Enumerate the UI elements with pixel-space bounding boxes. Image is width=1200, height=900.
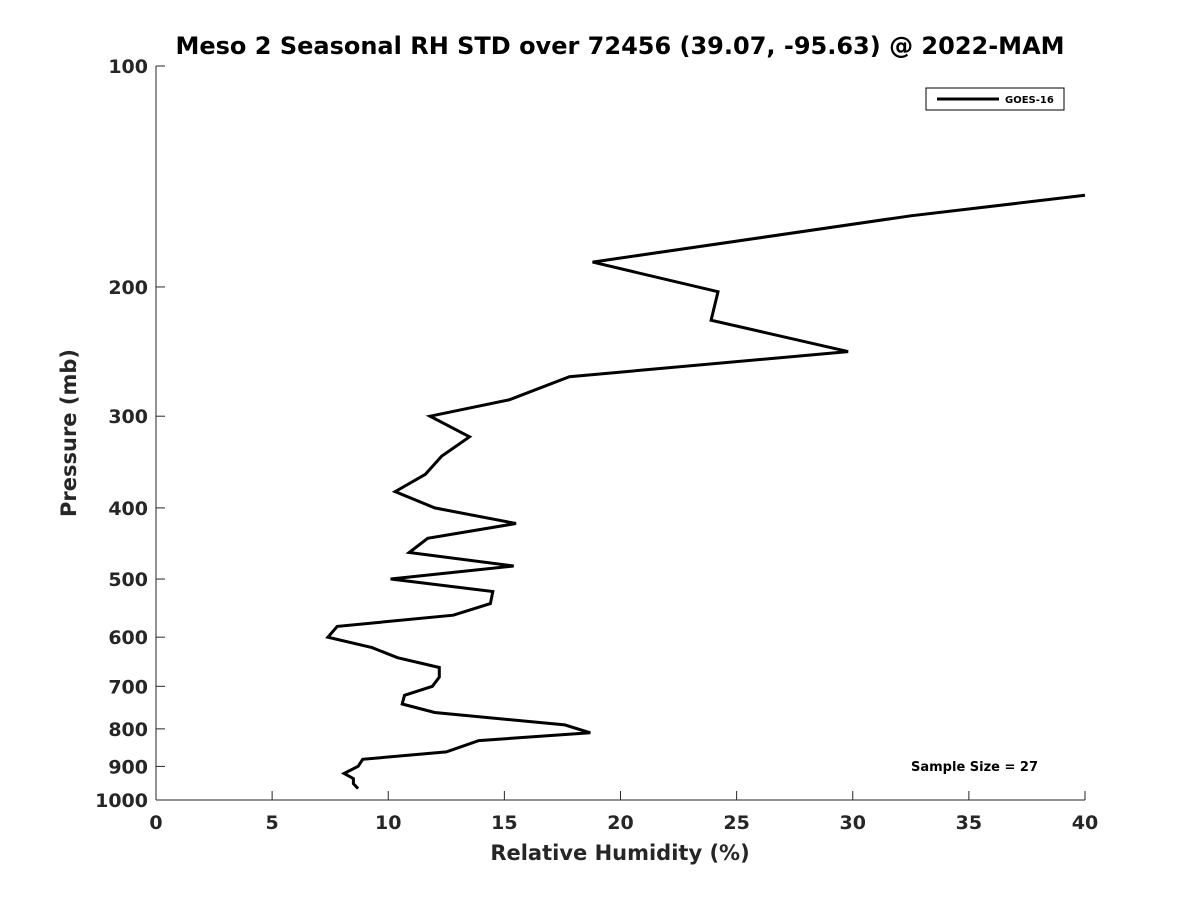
y-tick-label: 300 xyxy=(108,406,148,428)
x-tick-label: 10 xyxy=(375,812,401,834)
y-tick-label: 800 xyxy=(108,719,148,741)
x-tick-label: 15 xyxy=(491,812,517,834)
y-tick-label: 400 xyxy=(108,498,148,520)
x-tick-label: 35 xyxy=(956,812,982,834)
y-tick-label: 600 xyxy=(108,627,148,649)
x-axis-label: Relative Humidity (%) xyxy=(490,841,749,865)
series-group xyxy=(325,193,1086,790)
y-tick-label: 700 xyxy=(108,676,148,698)
y-tick-label: 500 xyxy=(108,569,148,591)
x-tick-label: 30 xyxy=(840,812,866,834)
y-tick-label: 1000 xyxy=(95,790,148,812)
x-tick-label: 20 xyxy=(607,812,633,834)
y-tick-label: 900 xyxy=(108,756,148,778)
series-line-goes-16 xyxy=(325,193,1086,790)
x-axis-ticks: 0 5 10 15 20 25 30 35 40 xyxy=(149,791,1098,834)
x-tick-label: 0 xyxy=(149,812,162,834)
sample-size-annotation: Sample Size = 27 xyxy=(911,760,1038,775)
y-tick-label: 200 xyxy=(108,277,148,299)
x-tick-label: 5 xyxy=(266,812,279,834)
y-tick-label: 100 xyxy=(108,56,148,78)
y-axis-label: Pressure (mb) xyxy=(57,349,81,517)
chart-title: Meso 2 Seasonal RH STD over 72456 (39.07… xyxy=(175,32,1064,60)
x-tick-label: 25 xyxy=(723,812,749,834)
legend: GOES-16 xyxy=(925,87,1065,111)
x-tick-label: 40 xyxy=(1072,812,1098,834)
y-axis-ticks: 100 200 300 400 500 600 700 800 900 1000 xyxy=(95,56,165,812)
legend-entry-label: GOES-16 xyxy=(1005,95,1054,106)
